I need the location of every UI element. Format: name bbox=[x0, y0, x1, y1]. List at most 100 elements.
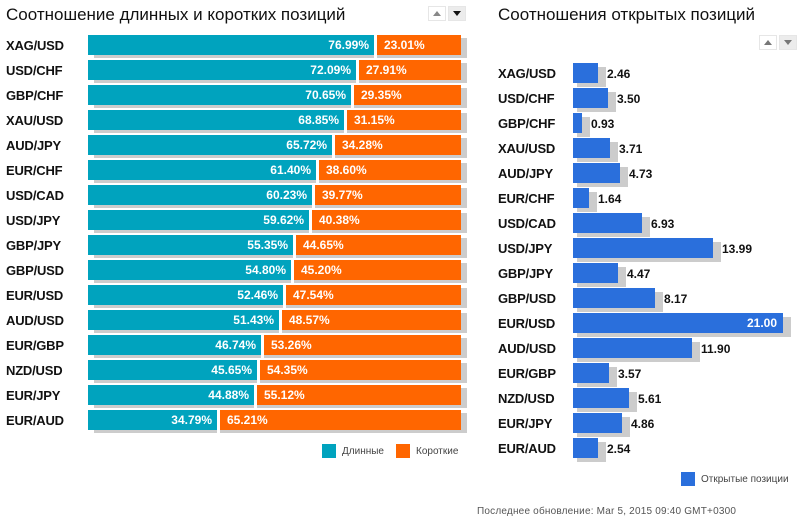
bar-long[interactable] bbox=[88, 385, 254, 405]
category-label: NZD/USD bbox=[498, 391, 555, 406]
bar-open-positions[interactable] bbox=[573, 213, 642, 233]
bar-long[interactable] bbox=[88, 335, 261, 355]
data-label: 3.50 bbox=[617, 92, 641, 106]
bar-gap bbox=[332, 135, 335, 158]
bar-open-positions[interactable] bbox=[573, 413, 622, 433]
bar-long[interactable] bbox=[88, 260, 291, 280]
data-label: 4.73 bbox=[629, 167, 653, 181]
bar-short[interactable] bbox=[257, 385, 461, 405]
category-label: EUR/CHF bbox=[498, 191, 555, 206]
data-label-short: 40.38% bbox=[319, 213, 360, 227]
bar-open-positions[interactable] bbox=[573, 138, 610, 158]
bar-open-positions[interactable] bbox=[573, 88, 608, 108]
bar-gap bbox=[356, 60, 359, 83]
category-label: USD/CAD bbox=[498, 216, 556, 231]
bar-open-positions[interactable] bbox=[573, 288, 655, 308]
arrow-up-icon bbox=[764, 40, 772, 45]
bar-long[interactable] bbox=[88, 160, 316, 180]
bar-open-positions[interactable] bbox=[573, 363, 609, 383]
bar-long[interactable] bbox=[88, 235, 293, 255]
last-update-text: Последнее обновление: Mar 5, 2015 09:40 … bbox=[477, 506, 737, 517]
bar-open-positions[interactable] bbox=[573, 238, 713, 258]
bar-long[interactable] bbox=[88, 35, 374, 55]
bar-long[interactable] bbox=[88, 360, 257, 380]
bar-short[interactable] bbox=[260, 360, 461, 380]
bar-open-positions[interactable] bbox=[573, 438, 598, 458]
bar-gap bbox=[312, 185, 315, 208]
bar-gap bbox=[316, 160, 319, 183]
bar-short[interactable] bbox=[359, 60, 461, 80]
bar-long[interactable] bbox=[88, 135, 332, 155]
category-label: EUR/AUD bbox=[6, 413, 64, 428]
bar-long[interactable] bbox=[88, 310, 279, 330]
data-label-long: 54.80% bbox=[245, 263, 286, 277]
bar-open-positions[interactable] bbox=[573, 388, 629, 408]
bar-long[interactable] bbox=[88, 185, 312, 205]
bar-short[interactable] bbox=[296, 235, 461, 255]
bar-gap bbox=[254, 385, 257, 408]
data-label-long: 61.40% bbox=[270, 163, 311, 177]
category-label: AUD/JPY bbox=[498, 166, 553, 181]
bar-short[interactable] bbox=[347, 110, 461, 130]
category-label: EUR/USD bbox=[498, 316, 556, 331]
data-label: 4.47 bbox=[627, 267, 651, 281]
long-short-chart-title: Соотношение длинных и коротких позиций bbox=[6, 5, 346, 24]
data-label: 8.17 bbox=[664, 292, 688, 306]
bar-short[interactable] bbox=[294, 260, 461, 280]
category-label: EUR/JPY bbox=[498, 416, 553, 431]
bar-open-positions[interactable] bbox=[573, 188, 589, 208]
sort-descending-button[interactable] bbox=[448, 6, 466, 21]
bar-long[interactable] bbox=[88, 110, 344, 130]
category-label: EUR/GBP bbox=[6, 338, 64, 353]
bar-open-positions[interactable] bbox=[573, 263, 618, 283]
bar-short[interactable] bbox=[286, 285, 461, 305]
bar-short[interactable] bbox=[377, 35, 461, 55]
category-label: GBP/USD bbox=[498, 291, 556, 306]
bar-long[interactable] bbox=[88, 85, 351, 105]
category-label: XAG/USD bbox=[6, 38, 64, 53]
bar-short[interactable] bbox=[354, 85, 461, 105]
bar-open-positions[interactable] bbox=[573, 63, 598, 83]
bar-short[interactable] bbox=[319, 160, 461, 180]
bar-short[interactable] bbox=[220, 410, 461, 430]
bar-long[interactable] bbox=[88, 60, 356, 80]
bar-long[interactable] bbox=[88, 285, 283, 305]
data-label: 2.54 bbox=[607, 442, 631, 456]
bar-long[interactable] bbox=[88, 210, 309, 230]
bar-gap bbox=[293, 235, 296, 258]
data-label-short: 27.91% bbox=[366, 63, 407, 77]
bar-short[interactable] bbox=[312, 210, 461, 230]
bar-short[interactable] bbox=[282, 310, 461, 330]
data-label: 1.64 bbox=[598, 192, 622, 206]
data-label-long: 60.23% bbox=[266, 188, 307, 202]
sort-ascending-button[interactable] bbox=[428, 6, 446, 21]
category-label: XAU/USD bbox=[498, 141, 556, 156]
sort-ascending-button[interactable] bbox=[759, 35, 777, 50]
bar-open-positions[interactable] bbox=[573, 163, 620, 183]
bar-short[interactable] bbox=[264, 335, 461, 355]
bar-short[interactable] bbox=[335, 135, 461, 155]
bar-long[interactable] bbox=[88, 410, 217, 430]
category-label: GBP/JPY bbox=[498, 266, 553, 281]
legend-label-open: Открытые позиции bbox=[701, 473, 789, 485]
arrow-up-icon bbox=[433, 11, 441, 16]
bar-open-positions[interactable] bbox=[573, 338, 692, 358]
bar-gap bbox=[217, 410, 220, 433]
data-label-short: 53.26% bbox=[271, 338, 312, 352]
category-label: EUR/GBP bbox=[498, 366, 556, 381]
bar-gap bbox=[279, 310, 282, 333]
category-label: EUR/JPY bbox=[6, 388, 61, 403]
data-label: 2.46 bbox=[607, 67, 631, 81]
bar-open-positions[interactable] bbox=[573, 113, 582, 133]
bar-gap bbox=[374, 35, 377, 58]
bar-gap bbox=[283, 285, 286, 308]
category-label: GBP/CHF bbox=[498, 116, 556, 131]
bar-open-positions[interactable] bbox=[573, 313, 783, 333]
bar-short[interactable] bbox=[315, 185, 461, 205]
open-positions-legend: Открытые позиции bbox=[681, 472, 789, 486]
legend-swatch-open bbox=[681, 472, 695, 486]
data-label-long: 72.09% bbox=[310, 63, 351, 77]
sort-descending-button[interactable] bbox=[779, 35, 797, 50]
data-label-long: 70.65% bbox=[305, 88, 346, 102]
category-label: USD/JPY bbox=[6, 213, 61, 228]
